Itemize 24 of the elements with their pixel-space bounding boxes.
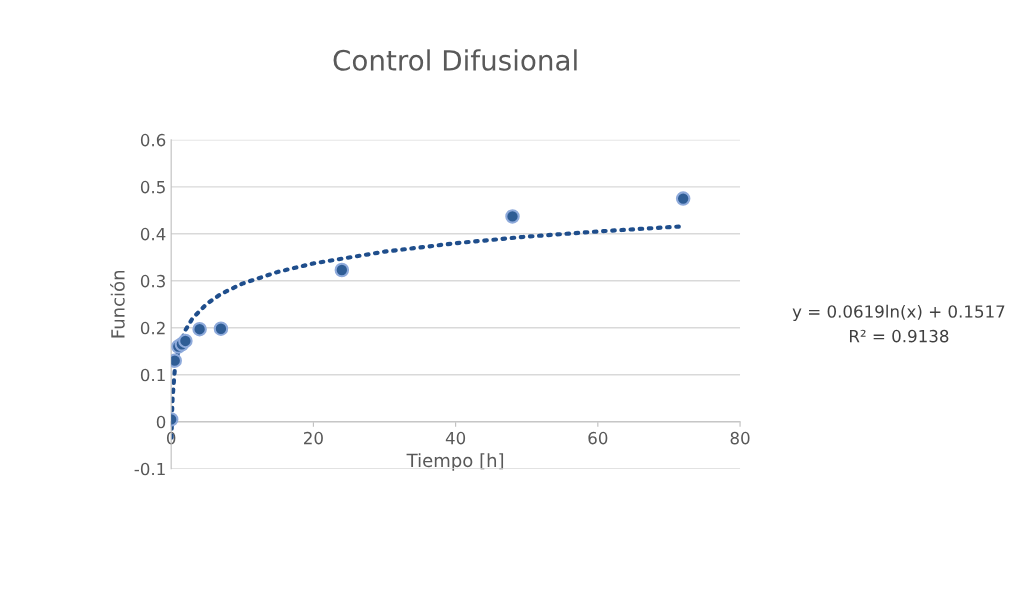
x-tick-label: 60 [588,431,608,445]
point [213,321,229,336]
y-tick-label: 0.4 [140,227,166,241]
y-tick-label: 0 [156,415,166,429]
point [192,321,207,337]
y-tick-label: 0.1 [140,368,165,382]
y-tick-label: 0.6 [140,133,166,147]
point [334,262,350,278]
chart-title: Control Difusional [333,49,577,71]
x-tick-label: 0 [166,431,176,445]
text: y = 0.0619ln(x) + 0.1517 [792,304,1005,321]
x-axis-title: Tiempo [h] [406,453,504,471]
y-axis-title: Función [110,270,125,338]
x-tick-label: 80 [730,431,750,445]
y-tick-label: -0.1 [134,462,165,476]
point [505,209,520,224]
y-tick-label: 0.2 [140,321,165,335]
point [675,191,691,206]
x-tick-label: 40 [445,431,466,445]
y-tick-label: 0.5 [140,180,165,194]
x-tick-label: 20 [304,431,323,445]
text: R² = 0.9138 [849,329,949,343]
y-tick-label: 0.3 [140,274,165,288]
point [178,333,193,349]
